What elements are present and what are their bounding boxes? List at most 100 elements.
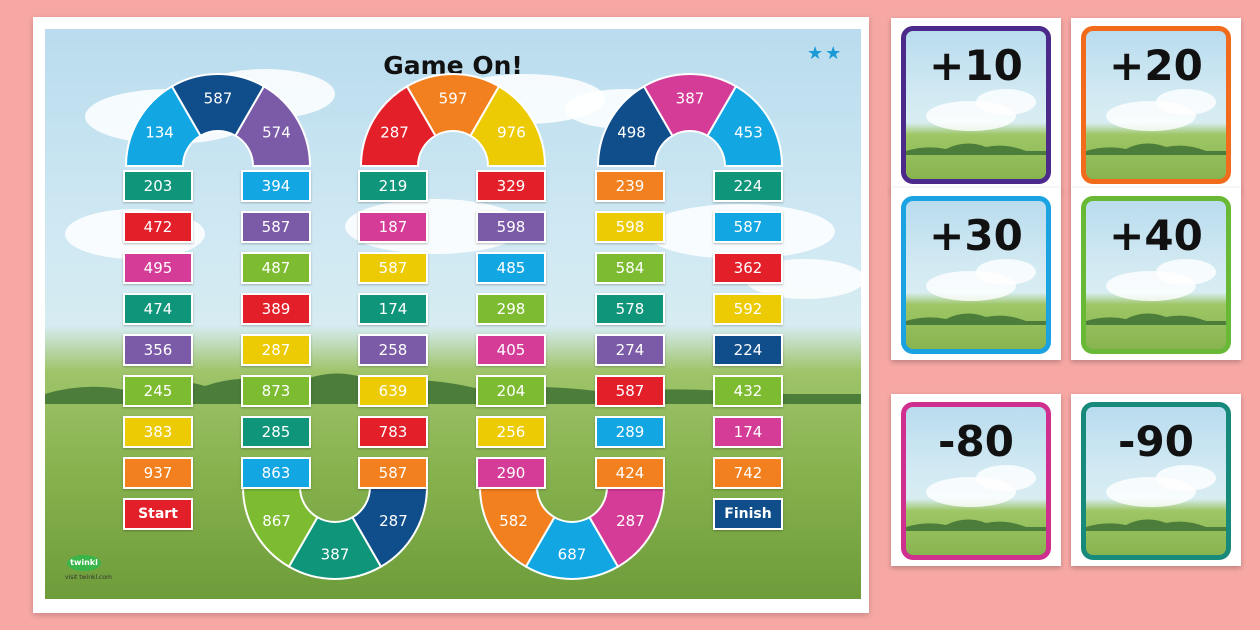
board-tile[interactable]: 174 [358,293,428,325]
board-tile[interactable]: 389 [241,293,311,325]
board-tile[interactable]: 256 [476,416,546,448]
arc-segment-label: 587 [204,90,233,108]
board-tile[interactable]: 174 [713,416,783,448]
board-tile[interactable]: 356 [123,334,193,366]
operation-card[interactable]: +40 [1071,188,1241,360]
board-tile[interactable]: 584 [595,252,665,284]
operation-card[interactable]: +20 [1071,18,1241,190]
board-tile[interactable]: 224 [713,334,783,366]
arc-segment[interactable] [241,486,319,569]
board-tile[interactable]: 290 [476,457,546,489]
arc-segment[interactable] [351,486,429,569]
arc-segment-label: 453 [734,123,763,141]
board-tile[interactable]: 405 [476,334,546,366]
cloud [976,89,1036,115]
board-tile[interactable]: 598 [476,211,546,243]
board-tile[interactable]: 863 [241,457,311,489]
arc-segment-label: 687 [558,546,587,564]
board-tile[interactable]: 598 [595,211,665,243]
arc-segment[interactable] [405,73,501,138]
board-tile[interactable]: Finish [713,498,783,530]
board-tile[interactable]: 285 [241,416,311,448]
board-tile[interactable]: 329 [476,170,546,202]
logo-text: twinkl [67,555,101,571]
arc-segment[interactable] [234,84,312,167]
card-value-label: -80 [938,417,1014,466]
arc-segment-label: 582 [499,512,528,530]
board-tile[interactable]: 592 [713,293,783,325]
board-tile[interactable]: 578 [595,293,665,325]
board-tile[interactable]: 639 [358,375,428,407]
board-tile[interactable]: 274 [595,334,665,366]
board-tile[interactable]: 432 [713,375,783,407]
arc-segment[interactable] [359,84,437,167]
board-tile[interactable]: 474 [123,293,193,325]
arc-segment[interactable] [124,84,202,167]
board-tile[interactable]: 587 [241,211,311,243]
board-tile[interactable]: 204 [476,375,546,407]
board-tile[interactable]: 783 [358,416,428,448]
arc-segment[interactable] [642,73,738,138]
board-tile[interactable]: 587 [358,252,428,284]
arc-segment-label: 387 [676,90,705,108]
arc-segment-label: 867 [262,512,291,530]
board-tile[interactable]: 203 [123,170,193,202]
board-tile[interactable]: 742 [713,457,783,489]
game-board-sheet: Game On! ★★ 134 587 574 287 597 976 498 387 453 8… [33,17,869,613]
card-value-label: +30 [929,211,1023,260]
tree-line [906,143,1046,155]
board-tile[interactable]: 937 [123,457,193,489]
arc-segment-label: 976 [497,123,526,141]
operation-card[interactable]: -90 [1071,394,1241,566]
game-board: Game On! ★★ 134 587 574 287 597 976 498 387 453 8… [45,29,861,599]
arc-segment[interactable] [706,84,784,167]
operation-card[interactable]: +10 [891,18,1061,190]
tree-line [906,313,1046,325]
arc-segment[interactable] [478,486,556,569]
logo-url: visit twinkl.com [65,574,112,581]
board-tile[interactable]: 258 [358,334,428,366]
board-tile[interactable]: 424 [595,457,665,489]
operation-card[interactable]: +30 [891,188,1061,360]
arc-segment[interactable] [524,515,620,580]
tree-line [1086,143,1226,155]
board-tile[interactable]: 287 [241,334,311,366]
board-tile[interactable]: Start [123,498,193,530]
board-tile[interactable]: 239 [595,170,665,202]
board-tile[interactable]: 224 [713,170,783,202]
board-tile[interactable]: 495 [123,252,193,284]
board-tile[interactable]: 219 [358,170,428,202]
card-face: -90 [1081,402,1231,560]
board-tile[interactable]: 187 [358,211,428,243]
board-tile[interactable]: 587 [358,457,428,489]
board-tile[interactable]: 587 [713,211,783,243]
board-tile[interactable]: 289 [595,416,665,448]
arc-segment[interactable] [170,73,266,138]
board-tile[interactable]: 394 [241,170,311,202]
board-tile[interactable]: 472 [123,211,193,243]
board-tile[interactable]: 587 [595,375,665,407]
board-tile[interactable]: 487 [241,252,311,284]
card-value-label: +40 [1109,211,1203,260]
arc-segment[interactable] [469,84,547,167]
board-tile[interactable]: 873 [241,375,311,407]
arc-segment[interactable] [588,486,666,569]
stars-icon: ★★ [807,43,844,64]
board-tile[interactable]: 362 [713,252,783,284]
arc-segment-label: 597 [439,90,468,108]
board-tile[interactable]: 298 [476,293,546,325]
board-tile[interactable]: 245 [123,375,193,407]
card-value-label: -90 [1118,417,1194,466]
card-face: +30 [901,196,1051,354]
cloud [1156,259,1216,285]
tree-line [906,519,1046,531]
arc-segment[interactable] [596,84,674,167]
board-tile[interactable]: 383 [123,416,193,448]
board-tile[interactable]: 485 [476,252,546,284]
cloud [1156,89,1216,115]
cloud [976,465,1036,491]
operation-card[interactable]: -80 [891,394,1061,566]
arc-segment[interactable] [287,515,383,580]
card-value-label: +20 [1109,41,1203,90]
cloud [1156,465,1216,491]
